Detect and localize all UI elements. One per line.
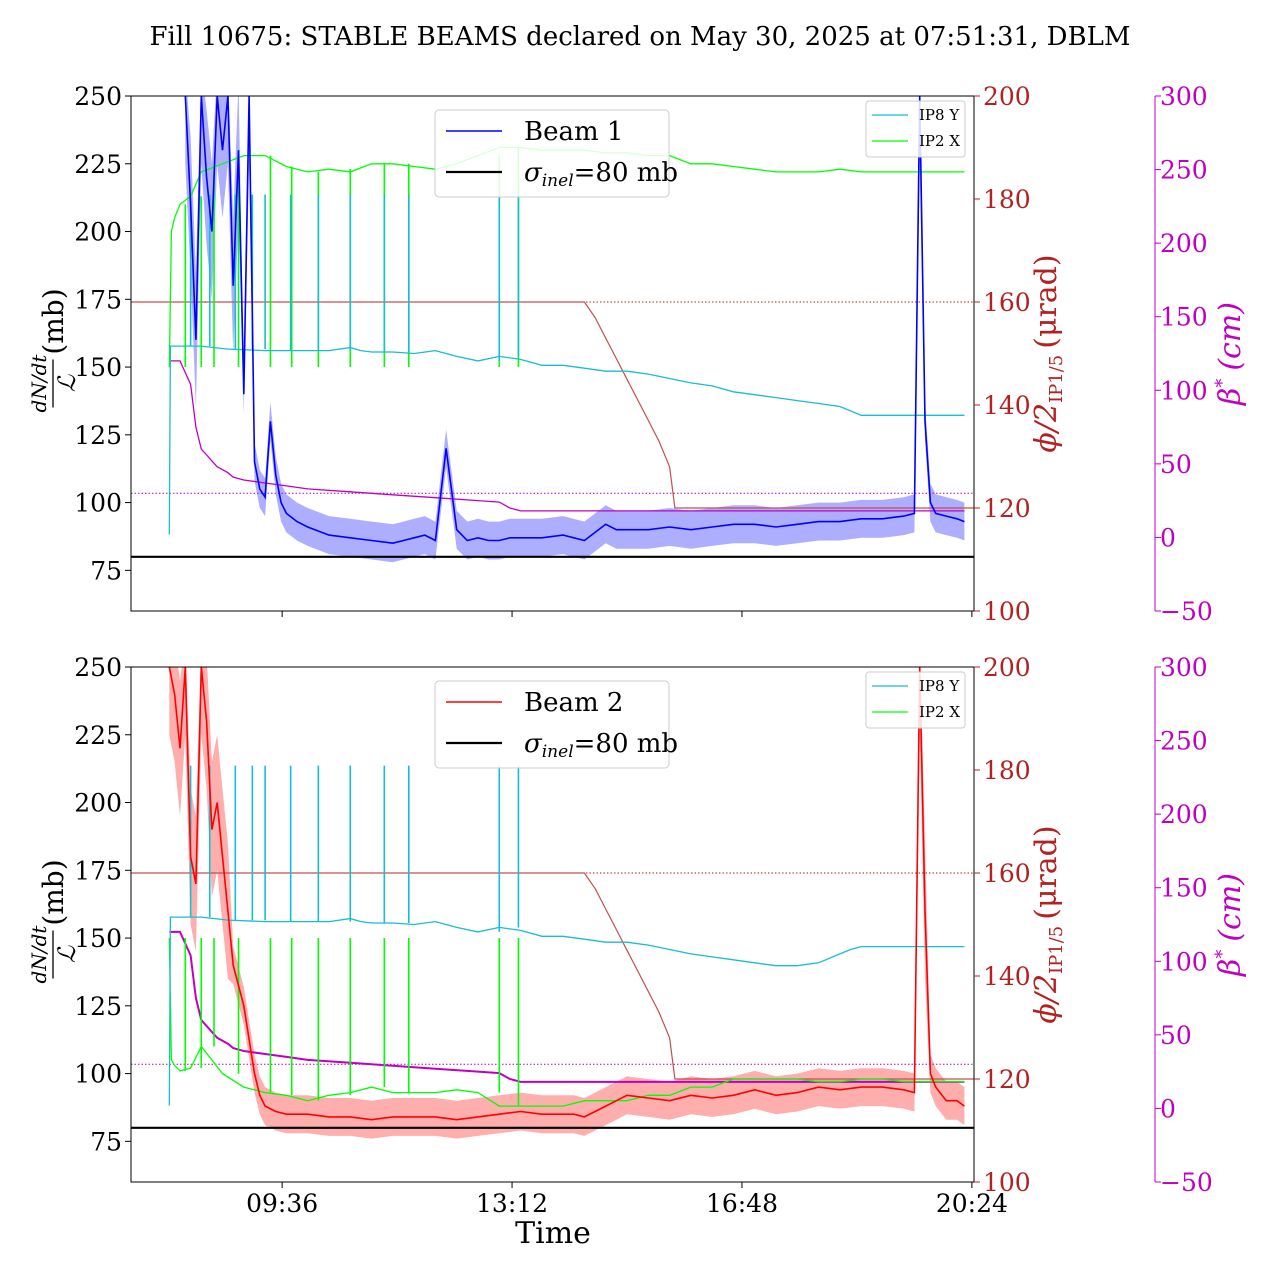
- x-tick-label: 09:36: [246, 1189, 318, 1218]
- right1-tick-label: 120: [983, 494, 1031, 523]
- beam-2-line: [168, 667, 965, 1121]
- legend-sigma-label: σinel=80 mb: [524, 729, 678, 762]
- left-tick-label: 250: [74, 82, 122, 111]
- legend-ip2x-label: IP2 X: [919, 132, 960, 150]
- right2-axis-label-2: β*(cm): [1212, 873, 1248, 977]
- beta-star-line-1: [169, 360, 965, 512]
- legend-ip8y-label: IP8 Y: [919, 106, 960, 124]
- beta-star-line-2: [169, 930, 965, 1083]
- beam-legend-2: Beam 2 σinel=80 mb: [434, 680, 678, 769]
- right2-tick-label: 300: [1160, 653, 1208, 682]
- right2-tick-label: 250: [1160, 156, 1208, 185]
- left-axis-label-2: dN/dt ℒ (mb): [27, 859, 81, 983]
- ip2x-line-2: [168, 938, 965, 1107]
- right2-tick-label: 100: [1160, 947, 1208, 976]
- right2-tick-label: 200: [1160, 229, 1208, 258]
- left-tick-label: 200: [74, 789, 122, 818]
- right1-tick-label: 140: [983, 962, 1031, 991]
- legend-ip8y-label: IP8 Y: [919, 677, 960, 695]
- right1-tick-label: 120: [983, 1065, 1031, 1094]
- panel-1: 75 100 125 150 175 200 225 250 100 120 140 160 180 20…: [27, 82, 1248, 626]
- plot-area-1: [131, 96, 974, 563]
- left-tick-label: 175: [74, 856, 122, 885]
- x-tick-label: 20:24: [936, 1189, 1008, 1218]
- left-tick-label: 125: [74, 992, 122, 1021]
- x-tick-label: 13:12: [476, 1189, 548, 1218]
- left-tick-label: 150: [74, 924, 122, 953]
- left-tick-label: 225: [74, 721, 122, 750]
- legend-ip2x-label: IP2 X: [919, 703, 960, 721]
- panel-2: 75 100 125 150 175 200 225 250 100 120 140 160 180 20…: [27, 653, 1248, 1218]
- legend-beam-label: Beam 1: [524, 117, 623, 147]
- right2-tick-label: −50: [1160, 597, 1213, 626]
- right1-tick-label: 200: [983, 653, 1031, 682]
- left-label-denominator: ℒ: [53, 945, 81, 963]
- left-tick-label: 75: [90, 1127, 122, 1156]
- legend-beam-label: Beam 2: [524, 688, 623, 718]
- legend-sigma-label: σinel=80 mb: [524, 158, 678, 191]
- left-tick-label: 175: [74, 285, 122, 314]
- chart-title: Fill 10675: STABLE BEAMS declared on May…: [150, 22, 1131, 52]
- left-label-numerator: dN/dt: [27, 354, 51, 413]
- left-tick-label: 75: [90, 556, 122, 585]
- right2-tick-label: 50: [1160, 1021, 1192, 1050]
- right1-tick-label: 160: [983, 288, 1031, 317]
- xing-angle-line-1: [131, 301, 974, 509]
- right2-tick-label: −50: [1160, 1168, 1213, 1197]
- right2-tick-label: 0: [1160, 1094, 1176, 1123]
- beam-1-line: [184, 96, 965, 545]
- right1-tick-label: 100: [983, 1168, 1031, 1197]
- left-label-unit: (mb): [37, 859, 70, 925]
- right2-tick-label: 0: [1160, 523, 1176, 552]
- beam-2-band: [169, 667, 965, 1139]
- right1-tick-label: 160: [983, 859, 1031, 888]
- plot-area-2: [131, 667, 974, 1139]
- right2-tick-label: 50: [1160, 450, 1192, 479]
- right1-tick-label: 200: [983, 82, 1031, 111]
- beam-legend-1: Beam 1 σinel=80 mb: [434, 109, 678, 198]
- right2-axis-label-1: β*(cm): [1212, 302, 1248, 406]
- right2-tick-label: 150: [1160, 874, 1208, 903]
- plot-frame-2: [130, 666, 975, 1183]
- left-tick-label: 200: [74, 218, 122, 247]
- left-label-unit: (mb): [37, 288, 70, 354]
- right2-tick-label: 250: [1160, 727, 1208, 756]
- left-tick-label: 250: [74, 653, 122, 682]
- beam-1-band: [185, 96, 965, 563]
- right1-tick-label: 180: [983, 756, 1031, 785]
- right1-axis-label-2: ϕ/2IP1/5(μrad): [1029, 825, 1067, 1023]
- ip-legend-2: IP8 Y IP2 X: [865, 671, 966, 729]
- ip8y-line-1: [168, 345, 965, 535]
- right1-tick-label: 180: [983, 185, 1031, 214]
- left-axis-label-1: dN/dt ℒ (mb): [27, 288, 81, 412]
- ip-legend-1: IP8 Y IP2 X: [865, 100, 966, 158]
- left-tick-label: 225: [74, 150, 122, 179]
- left-tick-label: 150: [74, 353, 122, 382]
- left-tick-label: 100: [74, 1060, 122, 1089]
- left-label-numerator: dN/dt: [27, 925, 51, 984]
- x-tick-label: 16:48: [706, 1189, 778, 1218]
- right2-tick-label: 150: [1160, 303, 1208, 332]
- xing-angle-line-2: [131, 872, 974, 1080]
- right2-tick-label: 200: [1160, 800, 1208, 829]
- ip8y-line-2: [168, 916, 965, 1106]
- right1-axis-label-1: ϕ/2IP1/5(μrad): [1029, 254, 1067, 452]
- x-axis-label: Time: [515, 1216, 591, 1251]
- left-label-denominator: ℒ: [53, 374, 81, 392]
- panels: 75 100 125 150 175 200 225 250 100 120 140 160 180 20…: [27, 82, 1248, 1218]
- plot-frame-1: [130, 95, 975, 612]
- right1-tick-label: 140: [983, 391, 1031, 420]
- left-tick-label: 125: [74, 421, 122, 450]
- right2-tick-label: 300: [1160, 82, 1208, 111]
- left-tick-label: 100: [74, 489, 122, 518]
- right2-tick-label: 100: [1160, 376, 1208, 405]
- right1-tick-label: 100: [983, 597, 1031, 626]
